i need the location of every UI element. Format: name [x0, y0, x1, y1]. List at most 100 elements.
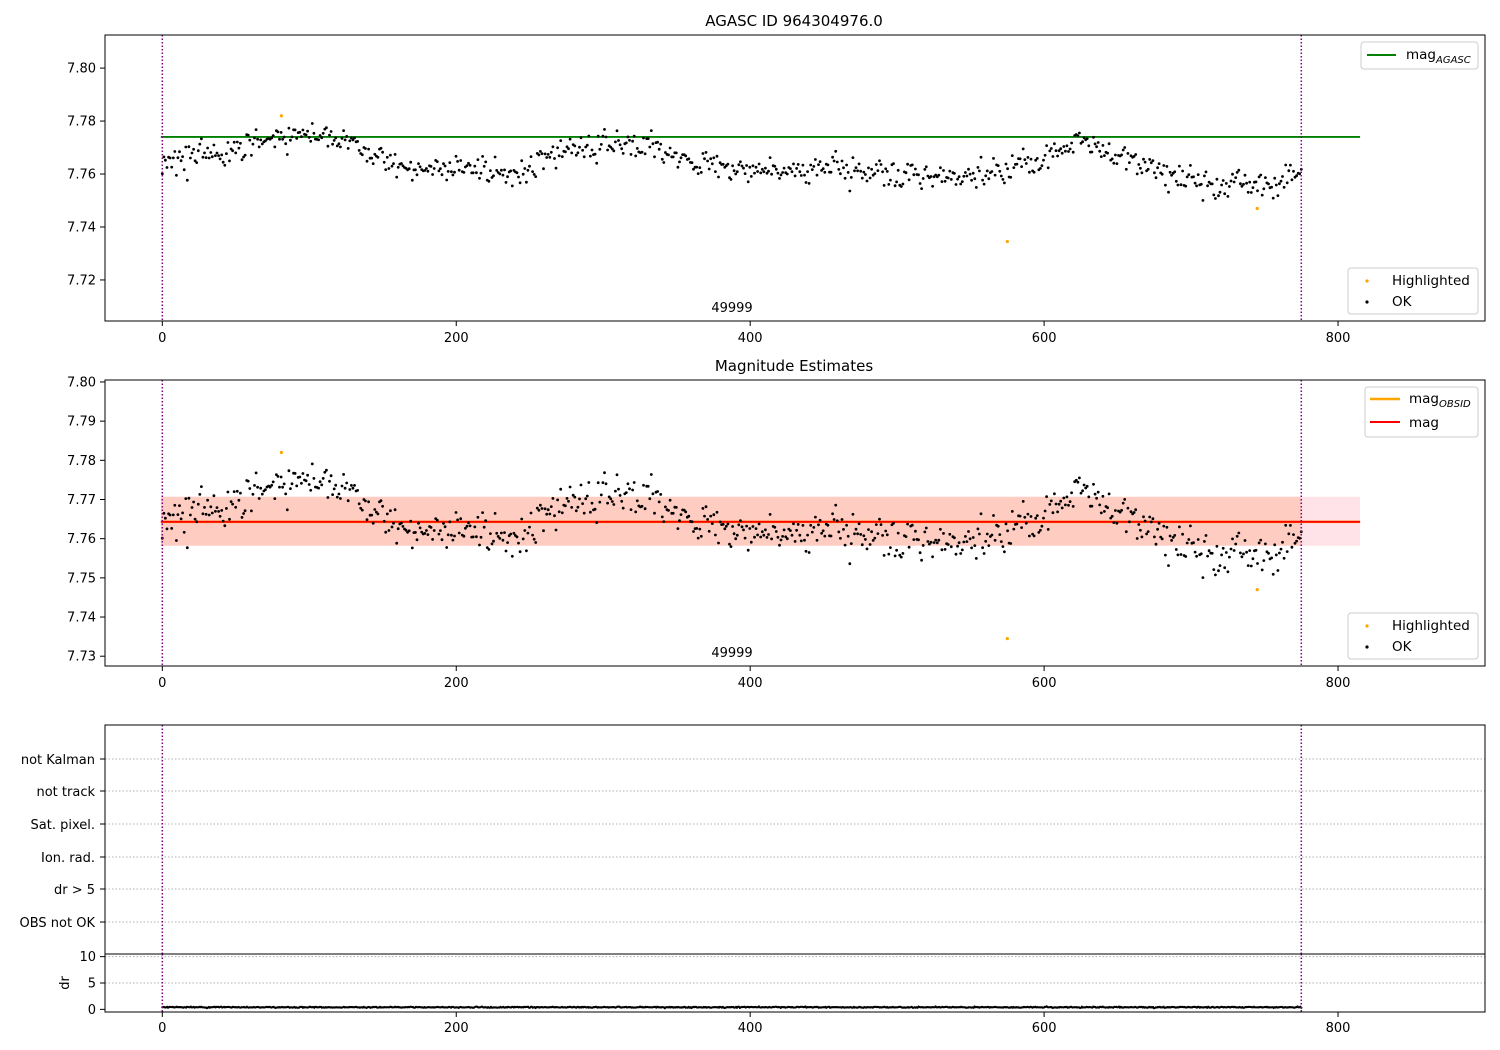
panel-1-x-axis: 0 200 400 600 800: [158, 321, 1350, 346]
ok-point: [985, 169, 989, 173]
ok-point: [395, 175, 399, 179]
ok-point: [1053, 142, 1056, 146]
ok-point: [1110, 157, 1114, 161]
ok-point: [726, 162, 730, 166]
ok-point: [734, 537, 738, 541]
ok-point: [198, 142, 202, 146]
ok-point: [679, 513, 683, 516]
ok-point: [518, 181, 522, 185]
ok-point: [442, 162, 445, 166]
x-tick-label: 400: [738, 331, 763, 346]
ok-point: [176, 156, 180, 160]
ok-point: [1137, 163, 1141, 166]
x-tick-label: 800: [1326, 676, 1351, 691]
ok-point: [726, 522, 730, 526]
ok-point: [829, 534, 833, 538]
ok-point: [940, 180, 944, 184]
ok-point: [484, 519, 488, 523]
magnitude-estimates-panel: Magnitude Estimates 49999 0 200 400 600 800 …: [67, 357, 1486, 691]
ok-point: [846, 171, 850, 174]
ok-point: [418, 165, 422, 169]
ok-point: [931, 555, 934, 559]
ok-point: [1145, 532, 1148, 536]
ok-point: [440, 538, 444, 542]
ok-point: [1192, 541, 1195, 545]
ok-point: [220, 509, 224, 512]
ok-point: [1096, 490, 1100, 494]
ok-point: [1181, 169, 1184, 173]
ok-point: [764, 528, 767, 532]
ok-point: [631, 488, 634, 492]
ok-point: [271, 134, 275, 138]
ok-point: [1235, 171, 1239, 174]
ok-point: [459, 517, 463, 521]
ok-point: [657, 147, 661, 151]
ok-point: [478, 176, 481, 180]
ok-point: [235, 489, 239, 493]
ok-point: [584, 145, 588, 149]
ok-point: [1206, 184, 1209, 188]
ok-point: [776, 171, 780, 175]
ok-point: [454, 511, 458, 514]
ok-point: [929, 540, 933, 544]
ok-point: [814, 515, 817, 519]
ok-point: [1271, 572, 1275, 576]
ok-point: [864, 538, 867, 541]
ok-point: [1204, 170, 1208, 174]
flag-label: Ion. rad.: [41, 851, 95, 866]
ok-point: [756, 533, 759, 537]
ok-point: [982, 182, 986, 186]
ok-point: [1196, 538, 1200, 541]
ok-point: [993, 538, 997, 542]
ok-point: [331, 493, 334, 496]
ok-point: [568, 137, 572, 141]
ok-point: [457, 531, 461, 535]
ok-point: [1115, 162, 1119, 166]
ok-point: [846, 534, 850, 538]
ok-point: [1223, 566, 1227, 570]
ok-point: [237, 146, 241, 150]
ok-point: [754, 165, 758, 169]
ok-point: [1009, 542, 1013, 545]
ok-point: [1059, 147, 1063, 151]
ok-point: [865, 547, 869, 551]
ok-point: [487, 179, 491, 183]
ok-point: [653, 155, 656, 159]
ok-point: [1092, 482, 1095, 486]
ok-point: [1029, 157, 1033, 161]
ok-point: [962, 540, 966, 544]
flag-label: Sat. pixel.: [31, 818, 95, 833]
ok-point: [765, 171, 769, 175]
ok-point: [934, 538, 938, 542]
ok-point: [243, 153, 247, 157]
ok-point: [746, 548, 750, 552]
ok-point: [260, 142, 264, 146]
ok-point: [731, 164, 734, 168]
ok-point: [226, 490, 230, 494]
ok-point: [899, 185, 903, 188]
ok-point: [612, 149, 616, 153]
ok-point: [1076, 480, 1080, 484]
ok-point: [976, 166, 980, 169]
ok-point: [479, 535, 483, 539]
ok-point: [876, 532, 880, 535]
ok-point: [1262, 187, 1266, 191]
ok-point: [751, 164, 755, 168]
ok-point: [187, 145, 191, 149]
ok-point: [506, 541, 509, 544]
ok-point: [981, 546, 984, 550]
ok-point: [337, 492, 341, 496]
ok-point: [557, 154, 561, 158]
ok-point: [895, 548, 898, 552]
ok-point: [885, 170, 889, 173]
ok-point: [367, 147, 370, 151]
ok-point: [1023, 515, 1027, 519]
ok-point: [1217, 569, 1220, 573]
ok-point: [748, 165, 752, 169]
ok-point: [684, 510, 688, 514]
ok-point: [1278, 182, 1281, 186]
ok-point: [956, 544, 959, 548]
ok-point: [226, 141, 230, 144]
ok-point: [1153, 535, 1156, 539]
ok-point: [250, 509, 253, 513]
